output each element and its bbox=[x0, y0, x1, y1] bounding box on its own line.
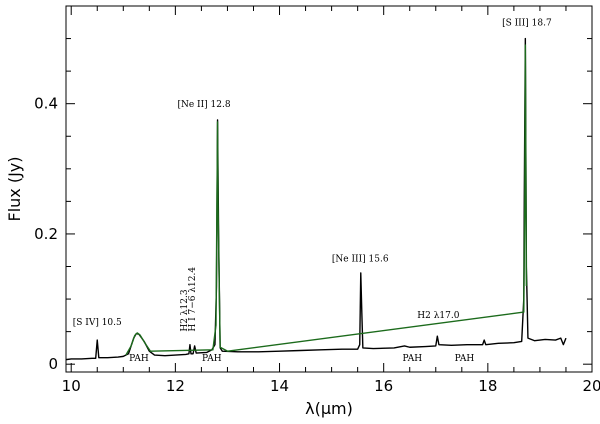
x-tick-label: 12 bbox=[166, 377, 185, 395]
x-tick-label: 10 bbox=[62, 377, 81, 395]
axis-ticks bbox=[66, 5, 593, 372]
line-annotation: H2 λ12.3 bbox=[180, 289, 190, 331]
line-annotation: PAH bbox=[403, 354, 423, 364]
line-annotation: PAH bbox=[129, 354, 149, 364]
line-annotation: PAH bbox=[455, 354, 475, 364]
line-annotation: [Ne III] 15.6 bbox=[332, 254, 389, 264]
line-annotation: [Ne II] 12.8 bbox=[177, 100, 230, 110]
line-annotation: H I 7−6 λ12.4 bbox=[188, 267, 198, 332]
line-annotation: PAH bbox=[202, 354, 222, 364]
y-axis-title: Flux (Jy) bbox=[5, 156, 24, 221]
line-annotation: [S III] 18.7 bbox=[502, 19, 552, 29]
annotation-layer: [S IV] 10.5 PAH H2 λ12.3H I 7−6 λ12.4 PAH [N… bbox=[73, 19, 552, 364]
x-axis-title: λ(μm) bbox=[305, 399, 353, 418]
x-tick-label: 14 bbox=[270, 377, 289, 395]
series-layer bbox=[65, 37, 567, 361]
model-line bbox=[125, 44, 528, 356]
x-tick-label: 18 bbox=[478, 377, 497, 395]
x-tick-label: 16 bbox=[374, 377, 393, 395]
y-tick-label: 0.2 bbox=[34, 225, 58, 243]
y-tick-label: 0.4 bbox=[34, 95, 58, 113]
plot-frame bbox=[65, 5, 593, 373]
x-tick-label: 20 bbox=[582, 377, 600, 395]
spectrum-line bbox=[65, 37, 567, 361]
line-annotation: H2 λ17.0 bbox=[417, 311, 459, 321]
y-tick-label: 0 bbox=[48, 355, 58, 373]
line-annotation: [S IV] 10.5 bbox=[73, 318, 122, 328]
axis-tick-labels: 10 12 14 16 18 20 0 0.2 0.4 bbox=[34, 95, 600, 395]
